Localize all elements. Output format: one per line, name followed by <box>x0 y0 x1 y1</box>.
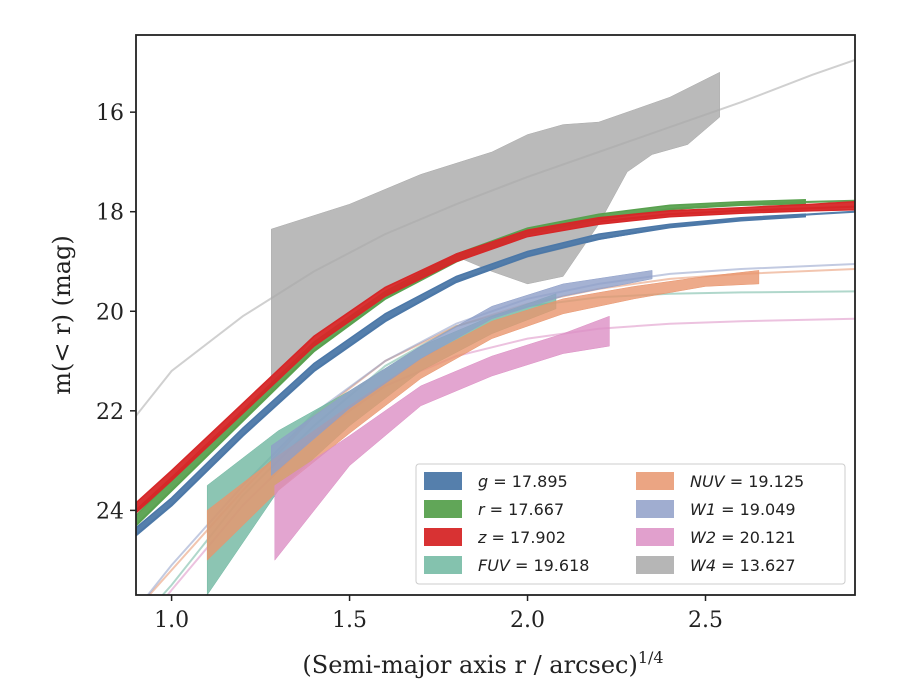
legend-swatch-w2 <box>636 528 674 546</box>
x-tick-label: 2.5 <box>688 608 723 633</box>
y-tick-label: 24 <box>96 499 124 524</box>
y-tick-label: 22 <box>96 400 124 425</box>
x-axis-label: (Semi-major axis r / arcsec)1/4 <box>302 648 663 679</box>
y-axis: 16 18 20 22 24 <box>96 101 136 524</box>
y-tick-label: 16 <box>96 101 124 126</box>
legend-entry-w1: W1 = 19.049 <box>690 500 796 519</box>
plot-area <box>136 58 855 595</box>
legend: g = 17.895 r = 17.667 z = 17.902 FUV = 19.6… <box>415 463 846 585</box>
legend-entry-r: r = 17.667 <box>478 500 564 519</box>
x-tick-label: 1.5 <box>332 608 367 633</box>
x-axis: 1.0 1.5 2.0 2.5 <box>154 595 723 633</box>
band-w4 <box>271 71 720 392</box>
band-w2 <box>274 315 610 561</box>
band-z <box>136 201 855 514</box>
legend-entry-w4: W4 = 13.627 <box>690 556 796 575</box>
legend-swatch-r <box>424 500 462 518</box>
band-g <box>136 213 806 537</box>
legend-entry-nuv: NUV = 19.125 <box>690 472 804 491</box>
legend-swatch-g <box>424 472 462 490</box>
x-axis-label-superscript: 1/4 <box>638 648 664 667</box>
legend-entry-z: z = 17.902 <box>477 528 566 547</box>
legend-swatch-fuv <box>424 556 462 574</box>
legend-swatch-w1 <box>636 500 674 518</box>
legend-entry-g: g = 17.895 <box>478 472 568 491</box>
legend-swatch-w4 <box>636 556 674 574</box>
plot-frame <box>135 34 856 596</box>
legend-entry-fuv: FUV = 19.618 <box>478 556 589 575</box>
y-axis-label: m(< r) (mag) <box>48 235 76 394</box>
y-tick-label: 20 <box>96 300 124 325</box>
legend-entry-w2: W2 = 20.121 <box>690 528 796 547</box>
band-w1 <box>271 270 653 477</box>
legend-swatch-z <box>424 528 462 546</box>
x-tick-label: 1.0 <box>154 608 189 633</box>
y-tick-label: 18 <box>96 201 124 226</box>
x-tick-label: 2.0 <box>510 608 545 633</box>
legend-frame <box>415 463 846 585</box>
legend-swatch-nuv <box>636 472 674 490</box>
